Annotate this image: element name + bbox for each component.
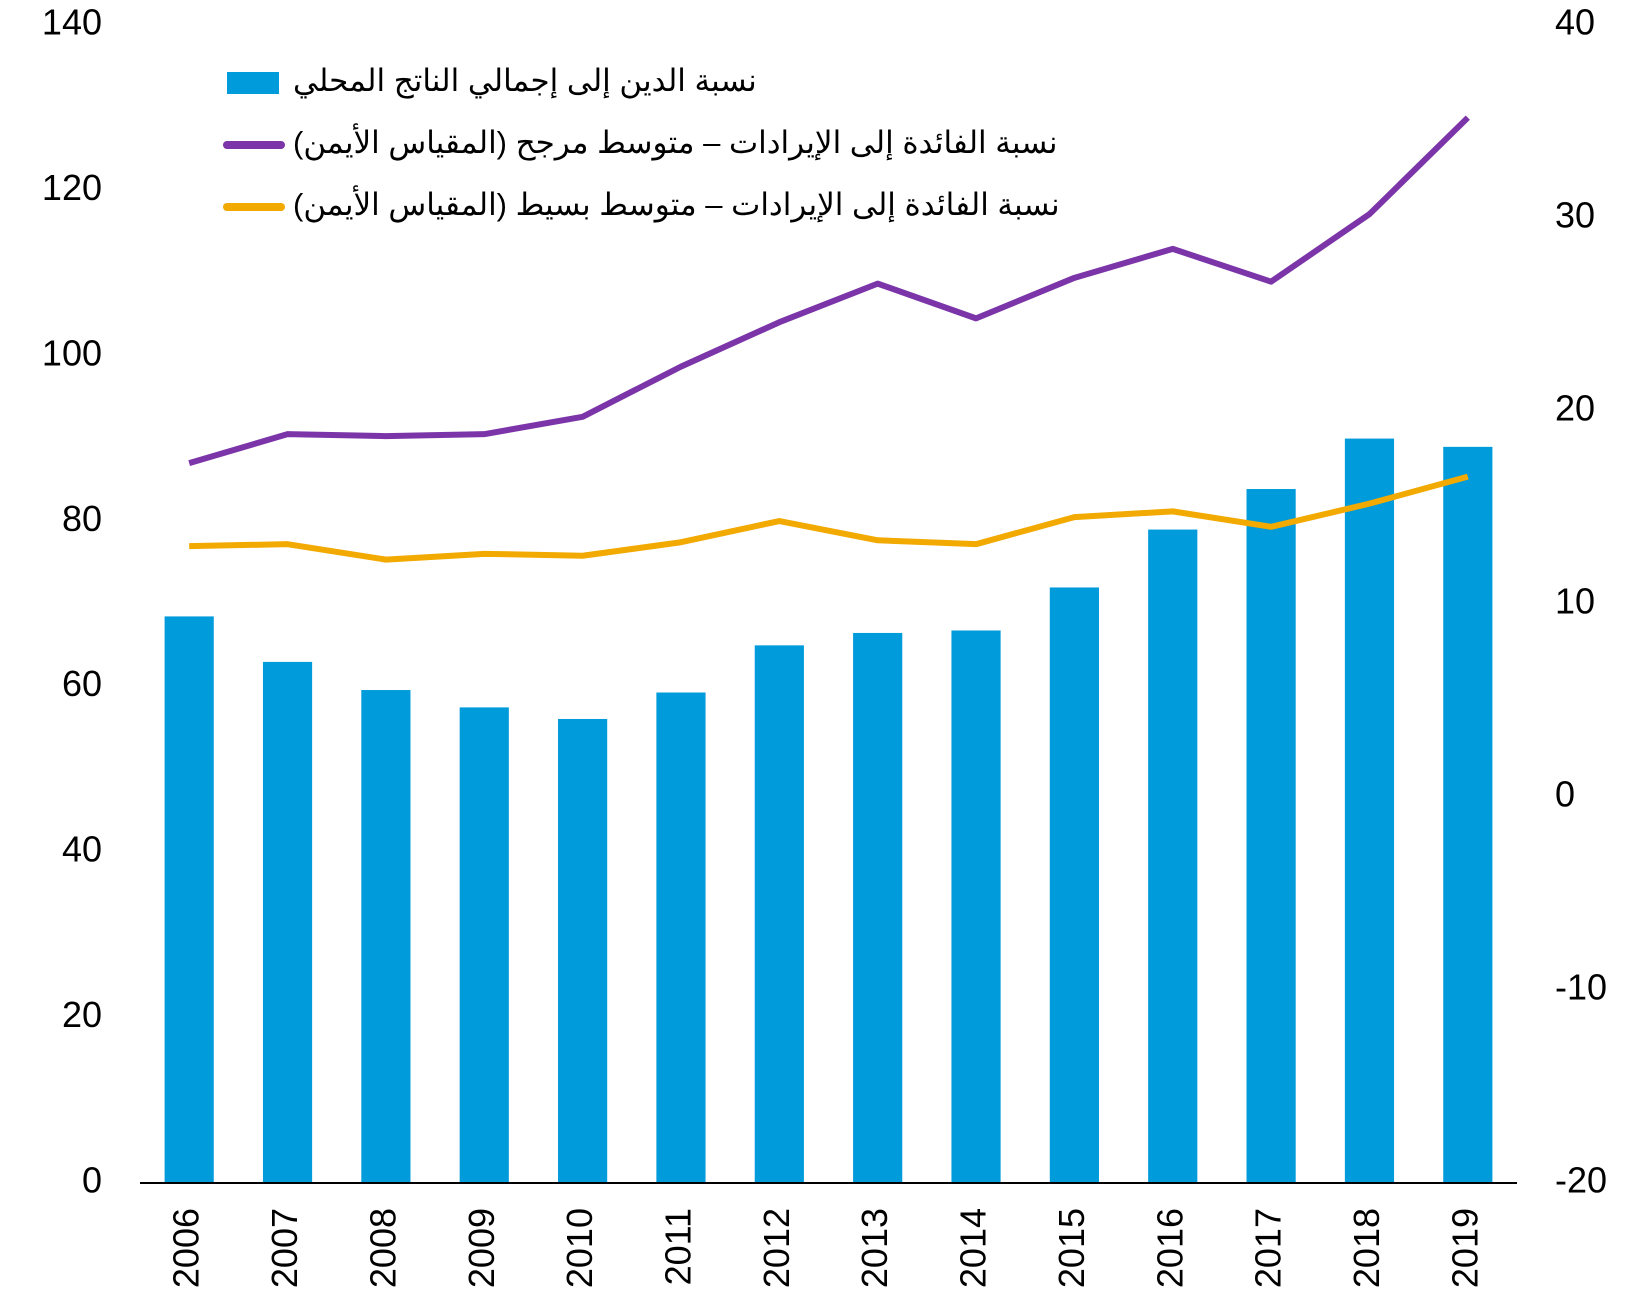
bar (262, 661, 313, 1183)
y2-tick-label: -10 (1555, 967, 1607, 1008)
bar (361, 690, 411, 1183)
bar (754, 645, 804, 1183)
y-tick-label: 80 (62, 498, 102, 539)
y2-tick-label: 20 (1555, 388, 1595, 429)
y-tick-label: 0 (82, 1160, 102, 1201)
bar (1344, 438, 1395, 1184)
legend-swatch (227, 72, 279, 94)
bar (558, 718, 608, 1183)
bar (459, 707, 509, 1183)
legend-label: نسبة الفائدة إلى الإيرادات – متوسط بسيط … (293, 185, 1060, 223)
x-tick-label: 2006 (166, 1208, 207, 1288)
line (189, 473, 1469, 563)
bar (951, 630, 1001, 1183)
y-tick-label: 120 (42, 167, 102, 208)
x-tick-label: 2009 (461, 1208, 502, 1288)
bar (1049, 587, 1099, 1183)
bar (1148, 529, 1198, 1183)
x-tick-label: 2012 (756, 1208, 797, 1288)
x-tick-label: 2017 (1248, 1208, 1289, 1288)
bar (1443, 446, 1493, 1183)
x-tick-label: 2016 (1149, 1208, 1190, 1288)
x-tick-label: 2014 (953, 1208, 994, 1288)
x-tick-label: 2010 (559, 1208, 600, 1288)
bar (853, 632, 903, 1183)
x-tick-label: 2011 (657, 1208, 698, 1285)
y2-tick-label: -20 (1555, 1160, 1607, 1201)
x-tick-label: 2007 (264, 1208, 305, 1288)
line (188, 115, 1470, 466)
bar (164, 616, 214, 1183)
y2-tick-label: 10 (1555, 581, 1595, 622)
legend-label: نسبة الدين إلى إجمالي الناتج المحلي (293, 63, 757, 99)
y2-tick-label: 30 (1555, 195, 1595, 236)
legend-label: نسبة الفائدة إلى الإيرادات – متوسط مرجح … (293, 123, 1058, 161)
y-tick-label: 40 (62, 829, 102, 870)
x-tick-label: 2008 (362, 1208, 403, 1288)
x-tick-label: 2015 (1051, 1208, 1092, 1288)
y-tick-label: 60 (62, 663, 102, 704)
bar (656, 692, 706, 1183)
y2-tick-label: 0 (1555, 774, 1575, 815)
y-tick-label: 100 (42, 332, 102, 373)
y-tick-label: 20 (62, 994, 102, 1035)
x-tick-label: 2018 (1346, 1208, 1387, 1288)
y2-tick-label: 40 (1555, 2, 1595, 43)
bar (1246, 489, 1296, 1184)
x-tick-label: 2013 (854, 1208, 895, 1288)
x-tick-label: 2019 (1444, 1208, 1485, 1288)
y-tick-label: 140 (42, 2, 102, 43)
